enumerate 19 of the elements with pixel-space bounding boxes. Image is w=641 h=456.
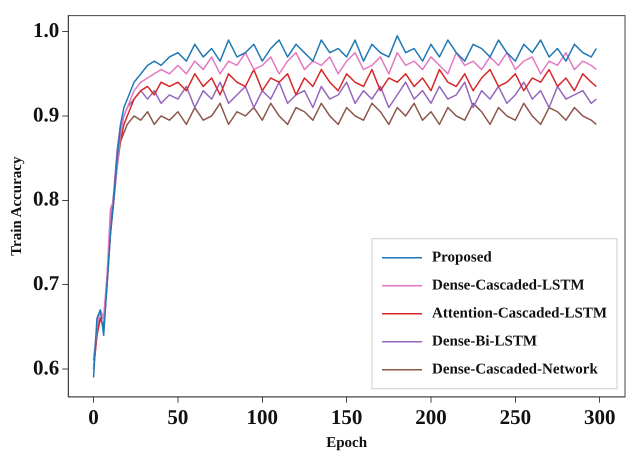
x-tick-label: 100 [246,404,278,429]
x-tick-label: 300 [584,404,616,429]
y-tick-label: 1.0 [33,18,60,42]
y-tick-label: 0.6 [33,355,60,380]
x-tick-label: 250 [500,404,532,429]
legend-label: Attention-Cascaded-LSTM [432,306,607,322]
y-tick-label: 0.8 [33,186,60,211]
legend-label: Dense-Cascaded-LSTM [432,278,584,294]
legend-label: Dense-Cascaded-Network [432,362,598,378]
y-tick-label: 0.9 [33,102,60,126]
legend-label: Dense-Bi-LSTM [432,334,537,350]
y-axis-title: Train Accuracy [8,156,25,256]
x-tick-label: 50 [167,404,188,429]
y-tick-label: 0.7 [33,271,60,296]
x-tick-label: 200 [415,404,447,429]
x-tick-label: 0 [88,404,99,429]
x-axis-title: Epoch [326,434,368,451]
legend-label: Proposed [432,250,492,266]
x-tick-label: 150 [330,404,362,429]
